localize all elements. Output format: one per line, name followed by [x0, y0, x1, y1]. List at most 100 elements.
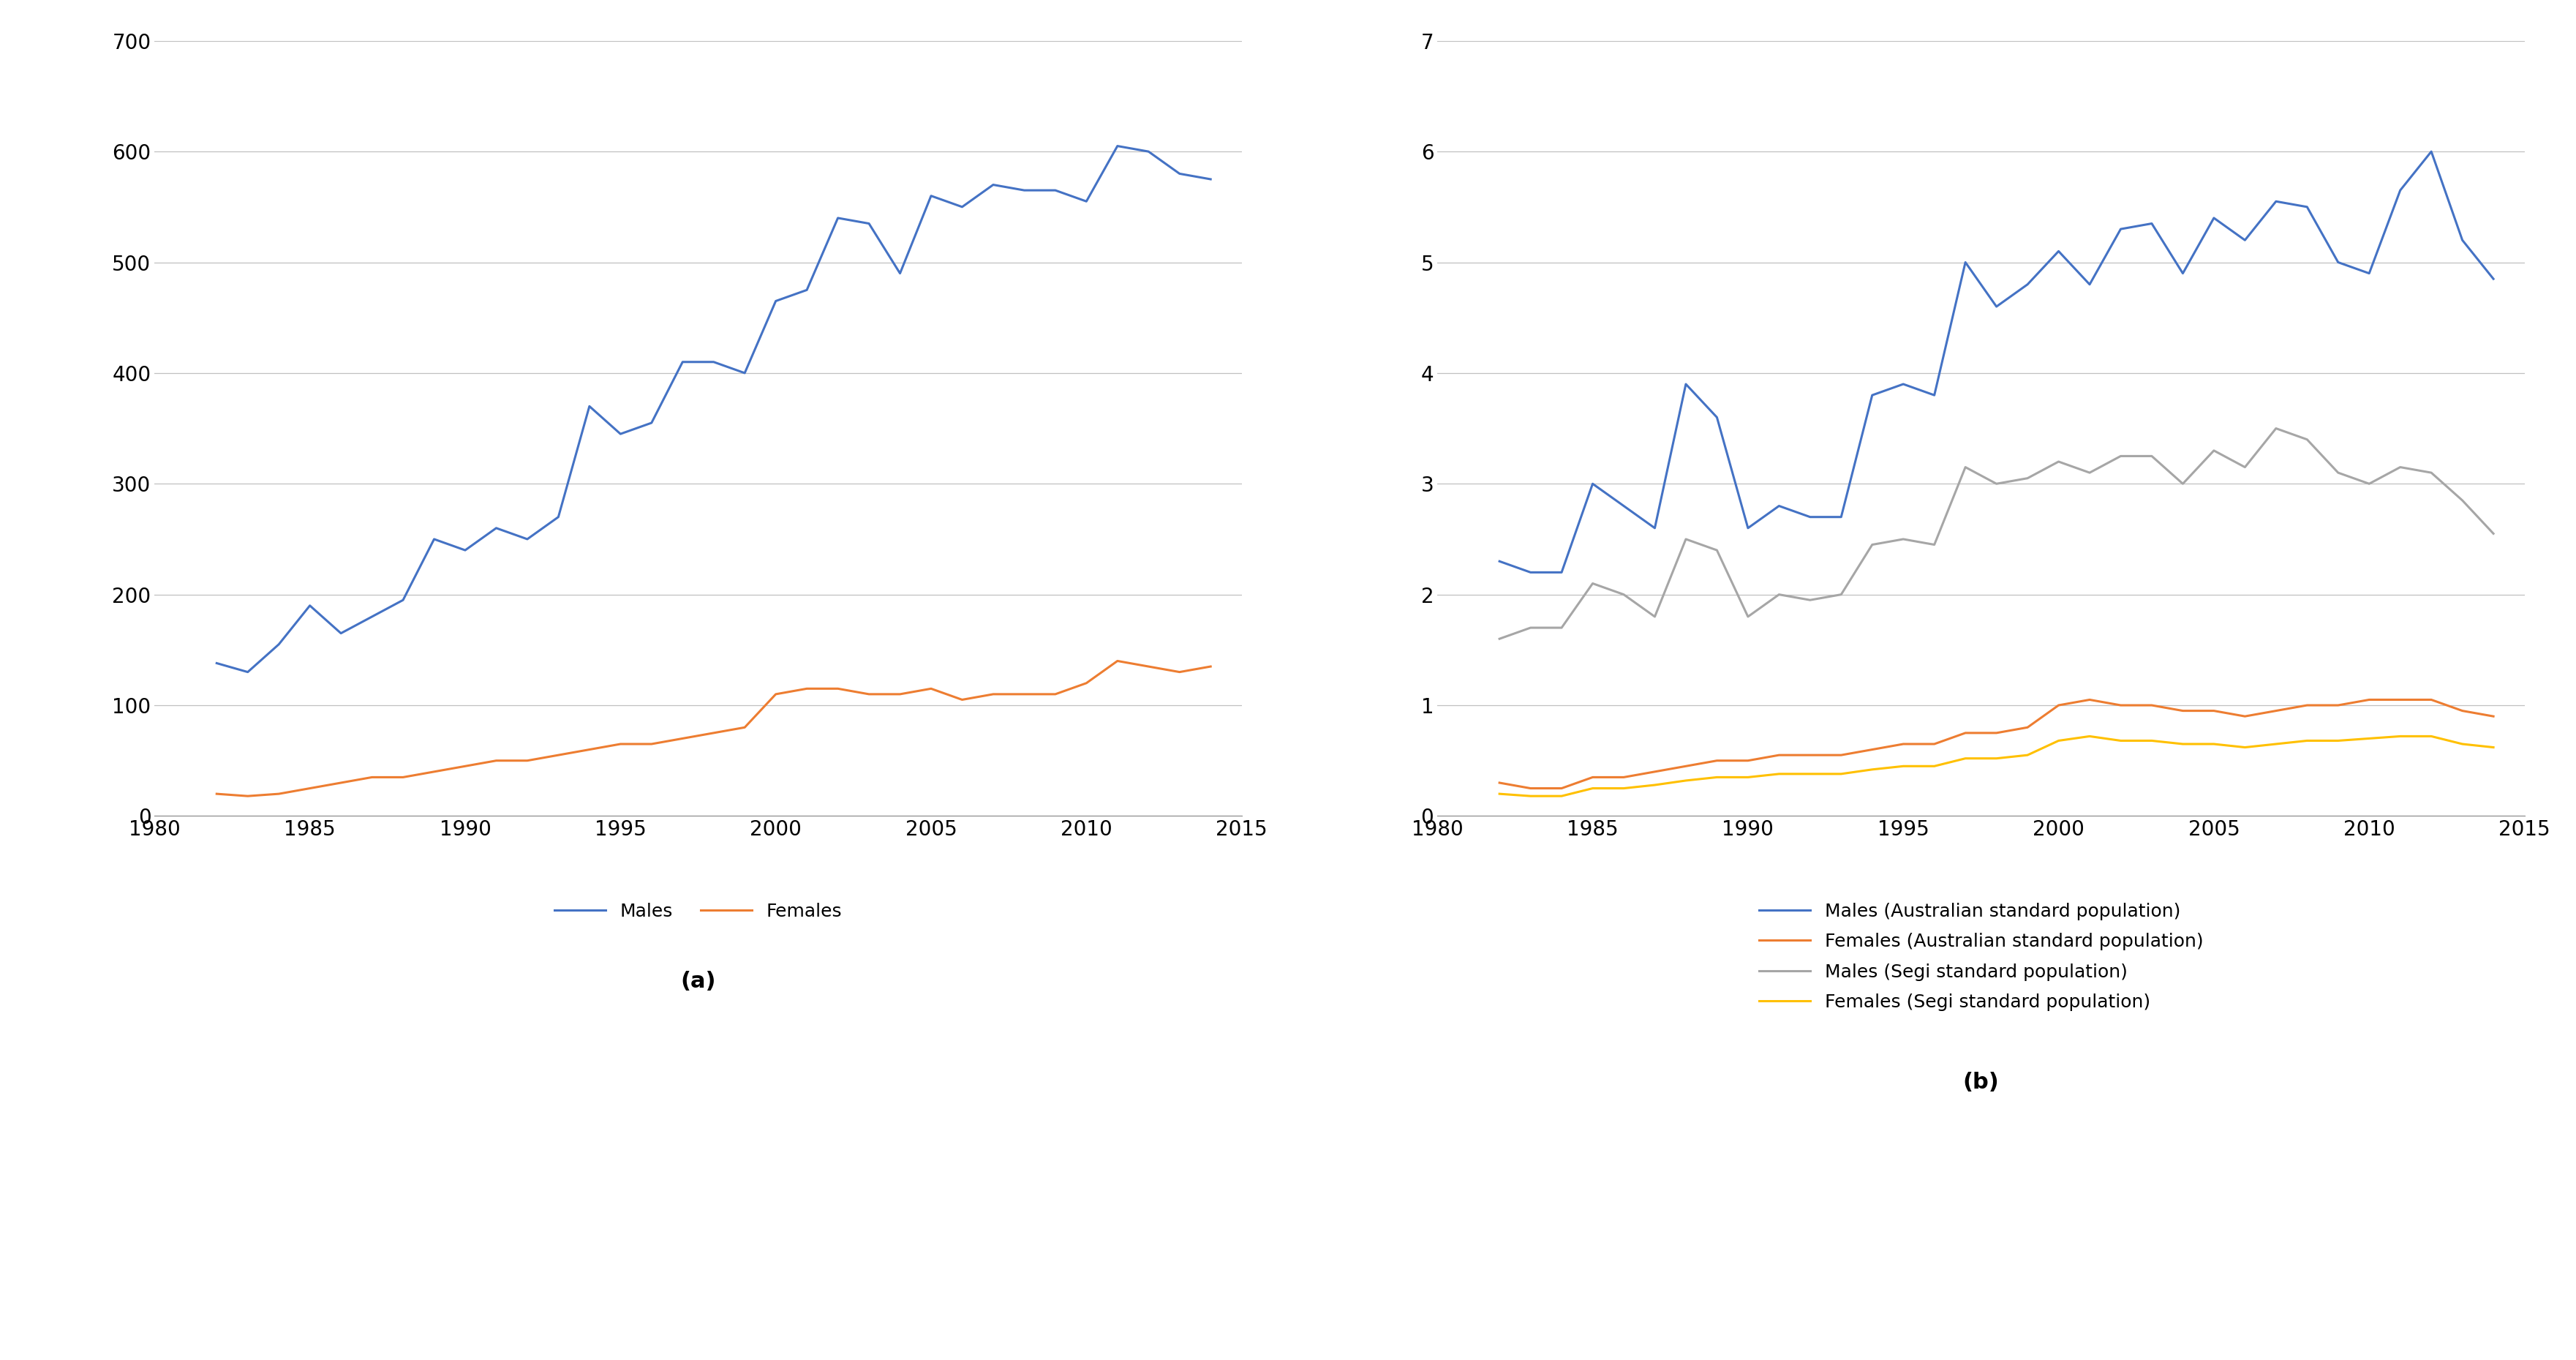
Males (Australian standard population): [2012, 276, 2043, 292]
Males (Australian standard population): [2293, 199, 2324, 215]
Line: Males (Australian standard population): Males (Australian standard population): [1499, 151, 2494, 573]
Males (Segi standard population): [2043, 453, 2074, 469]
Females: [482, 752, 513, 768]
Females: [325, 775, 355, 792]
Males (Segi standard population): [2136, 447, 2166, 464]
Males: [294, 597, 325, 613]
Females (Australian standard population): [1888, 736, 1919, 752]
Males (Australian standard population): [1857, 388, 1888, 404]
Males (Segi standard population): [1919, 537, 1950, 554]
Females: [698, 725, 729, 741]
Males (Segi standard population): [1857, 537, 1888, 554]
Females (Australian standard population): [1484, 775, 1515, 792]
Males (Australian standard population): [1546, 564, 1577, 581]
Males (Segi standard population): [1546, 620, 1577, 636]
Females (Segi standard population): [1857, 762, 1888, 778]
Males: [263, 636, 294, 653]
Females (Australian standard population): [1981, 725, 2012, 741]
Males (Segi standard population): [1669, 530, 1700, 547]
Females: [1164, 664, 1195, 680]
Females: [451, 758, 482, 774]
Females (Segi standard population): [2228, 740, 2259, 756]
Females: [853, 685, 884, 702]
Males: [201, 656, 232, 672]
Males (Segi standard population): [1981, 476, 2012, 492]
Legend: Males (Australian standard population), Females (Australian standard population): Males (Australian standard population), …: [1759, 903, 2202, 1012]
Line: Males: Males: [216, 146, 1211, 672]
Females (Australian standard population): [2447, 703, 2478, 719]
Males (Australian standard population): [2447, 233, 2478, 249]
Males (Australian standard population): [1950, 254, 1981, 271]
Females: [1010, 685, 1041, 702]
Females (Australian standard population): [2166, 703, 2197, 719]
Males (Segi standard population): [1703, 543, 1734, 559]
Females (Australian standard population): [1826, 747, 1857, 763]
Females (Segi standard population): [2105, 733, 2136, 749]
Females (Segi standard population): [1950, 751, 1981, 767]
Females (Australian standard population): [2197, 703, 2228, 719]
Females (Segi standard population): [2324, 733, 2354, 749]
Males (Segi standard population): [2228, 460, 2259, 476]
Males (Segi standard population): [2012, 471, 2043, 487]
Males (Australian standard population): [2354, 265, 2385, 282]
Legend: Males, Females: Males, Females: [554, 903, 842, 921]
Females (Australian standard population): [2074, 692, 2105, 709]
Females (Segi standard population): [1607, 781, 1638, 797]
Males (Australian standard population): [2197, 209, 2228, 226]
Females (Australian standard population): [1607, 770, 1638, 786]
Line: Females (Australian standard population): Females (Australian standard population): [1499, 700, 2494, 789]
Males: [1072, 193, 1103, 209]
Females: [232, 787, 263, 804]
Females (Australian standard population): [2043, 698, 2074, 714]
Males: [232, 664, 263, 680]
Females (Segi standard population): [2385, 728, 2416, 744]
Males: [574, 398, 605, 415]
Males (Segi standard population): [1765, 586, 1795, 602]
Males (Australian standard population): [1919, 388, 1950, 404]
Males (Australian standard population): [2074, 276, 2105, 292]
Females (Australian standard population): [2385, 692, 2416, 709]
Males (Australian standard population): [1734, 520, 1765, 536]
Males: [667, 354, 698, 370]
Females: [636, 736, 667, 752]
Females (Segi standard population): [1546, 787, 1577, 804]
Males (Australian standard population): [1703, 409, 1734, 426]
Males: [945, 199, 976, 215]
Females (Segi standard population): [1669, 772, 1700, 789]
Females: [263, 786, 294, 802]
Females: [945, 692, 976, 709]
Males (Australian standard population): [1826, 509, 1857, 525]
Males: [1164, 166, 1195, 182]
Males (Australian standard population): [1607, 498, 1638, 514]
Females (Segi standard population): [2012, 747, 2043, 763]
Males (Australian standard population): [1484, 554, 1515, 570]
Males (Australian standard population): [2324, 254, 2354, 271]
Males (Segi standard population): [2262, 420, 2293, 437]
Males (Segi standard population): [2478, 525, 2509, 541]
Females (Australian standard population): [1669, 758, 1700, 774]
Females: [1072, 675, 1103, 691]
Females (Segi standard population): [2416, 728, 2447, 744]
Males (Australian standard population): [1981, 298, 2012, 314]
Males (Australian standard population): [2105, 220, 2136, 237]
Males: [914, 188, 945, 204]
Females (Segi standard population): [1888, 758, 1919, 774]
Females: [791, 680, 822, 696]
Males (Australian standard population): [1577, 476, 1607, 492]
Males (Australian standard population): [2416, 143, 2447, 159]
Males (Australian standard population): [1765, 498, 1795, 514]
Females (Australian standard population): [1765, 747, 1795, 763]
Males: [979, 177, 1010, 193]
Females (Australian standard population): [2354, 692, 2385, 709]
Females: [513, 752, 544, 768]
Males: [325, 626, 355, 642]
Females (Australian standard population): [1703, 752, 1734, 768]
Females (Australian standard population): [1577, 770, 1607, 786]
Females (Australian standard population): [2324, 698, 2354, 714]
Males (Segi standard population): [1515, 620, 1546, 636]
Text: (a): (a): [680, 971, 716, 993]
Males (Segi standard population): [1607, 586, 1638, 602]
Males (Segi standard population): [2385, 460, 2416, 476]
Females (Segi standard population): [2166, 736, 2197, 752]
Females: [355, 770, 386, 786]
